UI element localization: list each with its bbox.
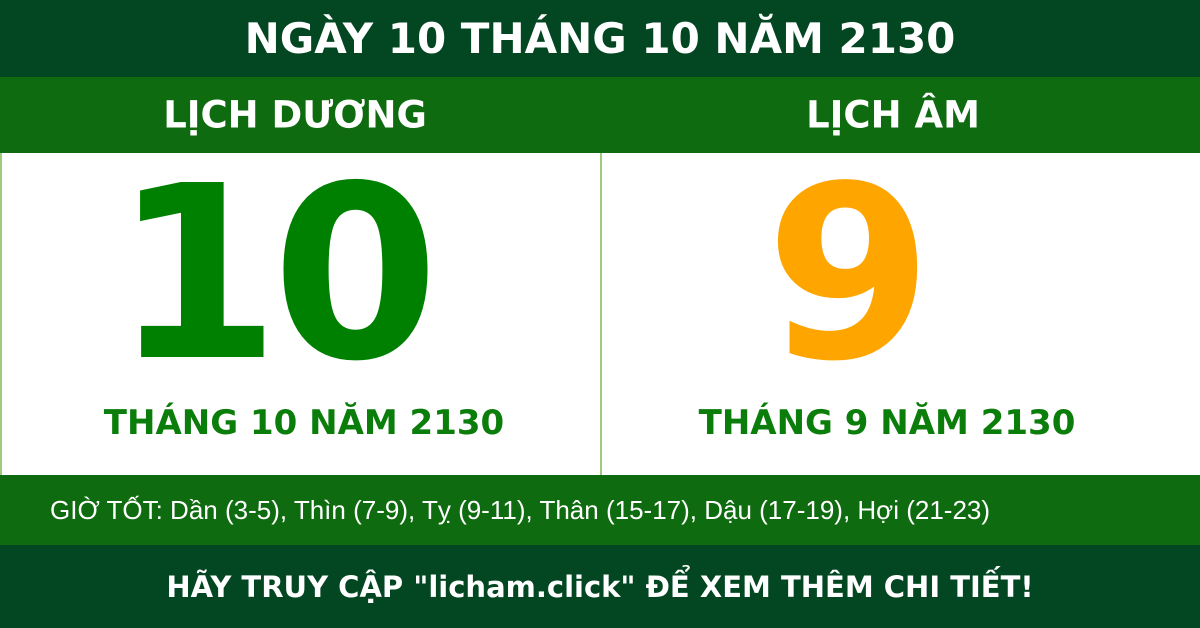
lunar-day: 9 (765, 134, 933, 414)
solar-label: LỊCH DƯƠNG (163, 93, 427, 137)
page-title: NGÀY 10 THÁNG 10 NĂM 2130 (0, 0, 1200, 77)
good-hours: GIỜ TỐT: Dần (3-5), Thìn (7-9), Tỵ (9-11… (0, 475, 1200, 545)
divider (600, 153, 602, 475)
footer-cta: HÃY TRUY CẬP "licham.click" ĐỂ XEM THÊM … (0, 545, 1200, 628)
solar-month-year: THÁNG 10 NĂM 2130 (103, 403, 505, 443)
lunar-label: LỊCH ÂM (806, 93, 980, 137)
calendar-body (0, 153, 1200, 475)
calendar-headers: LỊCH DƯƠNG LỊCH ÂM (0, 77, 1200, 153)
solar-day: 10 (113, 134, 439, 414)
lunar-month-year: THÁNG 9 NĂM 2130 (698, 403, 1076, 443)
